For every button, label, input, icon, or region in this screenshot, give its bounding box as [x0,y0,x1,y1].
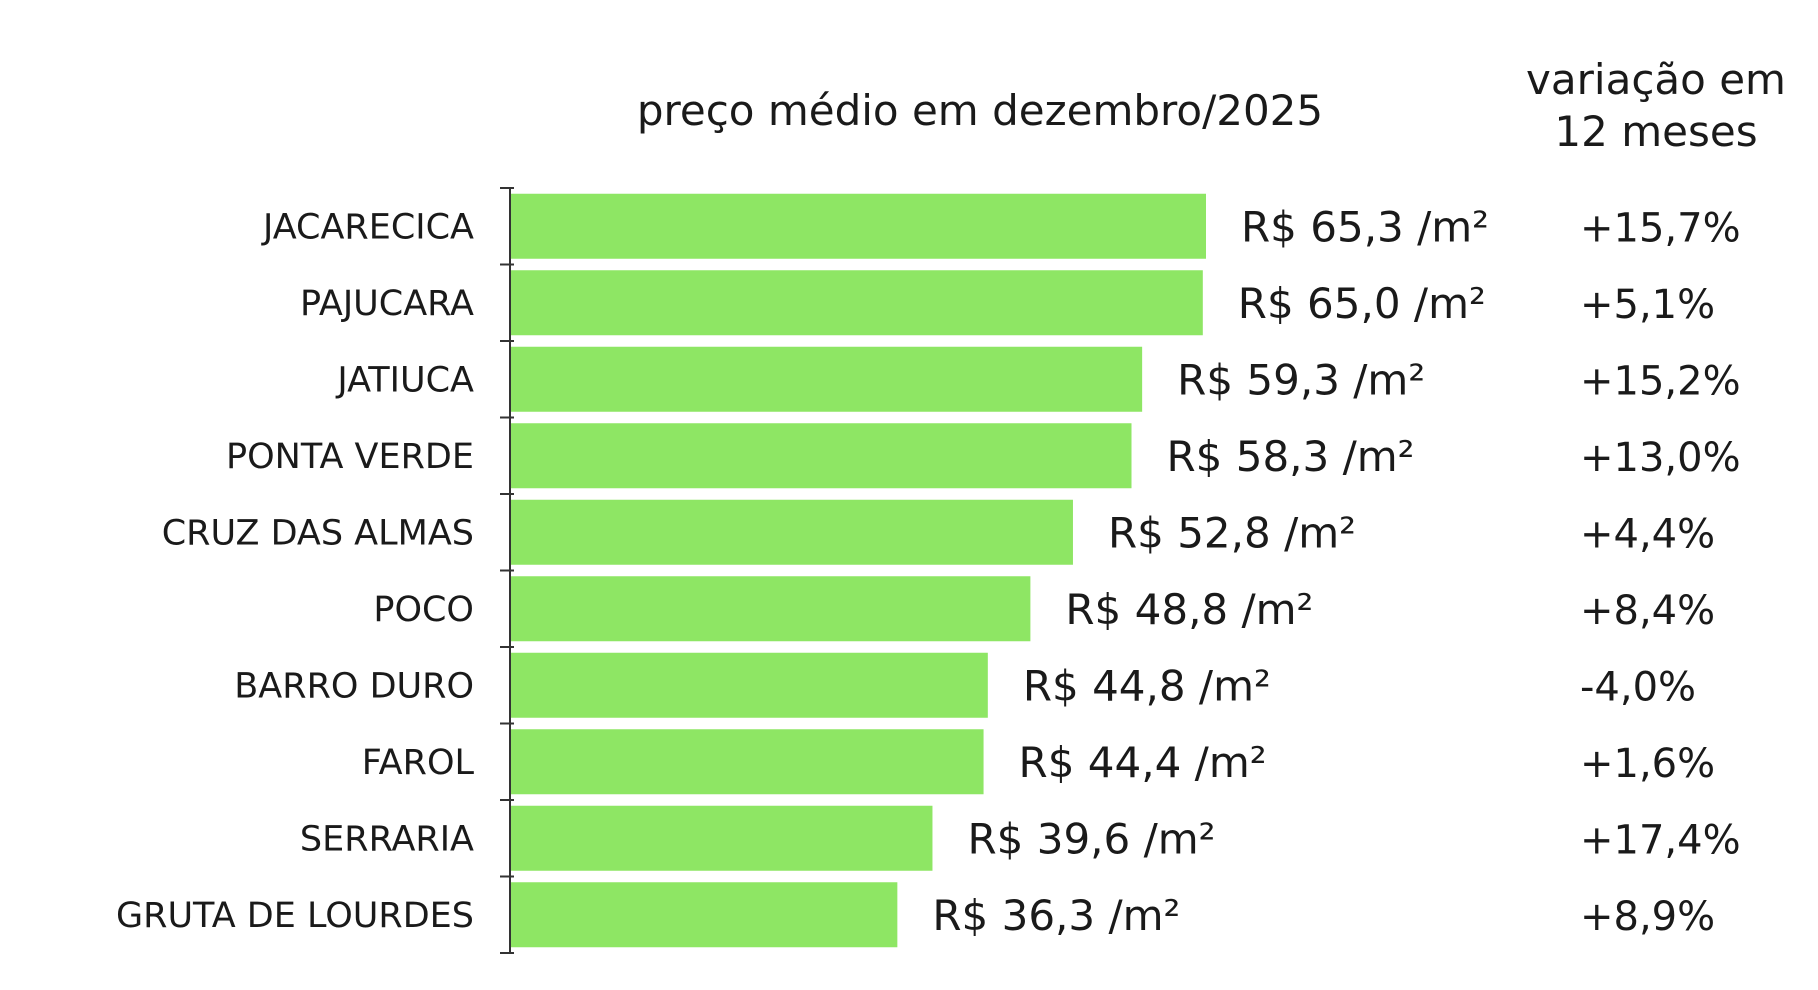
category-label-9: GRUTA DE LOURDES [116,896,474,936]
value-label-8: R$ 39,6 /m² [967,814,1215,863]
category-label-4: CRUZ DAS ALMAS [162,513,474,553]
change-header-line1: variação em [1526,55,1786,104]
category-labels: JACARECICA PAJUCARA JATIUCA PONTA VERDE CRUZ… [116,207,474,936]
bar-2 [511,346,1143,412]
category-label-1: PAJUCARA [300,284,474,324]
bar-5 [511,576,1031,642]
bar-3 [511,423,1132,489]
bar-4 [511,499,1073,565]
category-label-6: BARRO DURO [234,666,474,706]
value-label-9: R$ 36,3 /m² [932,891,1180,940]
bar-1 [511,270,1203,336]
value-label-0: R$ 65,3 /m² [1241,202,1489,251]
category-label-7: FAROL [362,743,475,783]
bar-0 [511,193,1206,259]
y-axis-ticks [500,187,514,954]
change-label-5: +8,4% [1580,588,1715,634]
category-label-0: JACARECICA [261,207,474,247]
change-label-4: +4,4% [1580,511,1715,557]
change-labels: +15,7% +5,1% +15,2% +13,0% +4,4% +8,4% -4,0% +1… [1580,205,1741,940]
bar-8 [511,805,933,871]
change-header-line2: 12 meses [1554,107,1757,156]
value-label-4: R$ 52,8 /m² [1108,508,1356,557]
value-labels: R$ 65,3 /m² R$ 65,0 /m² R$ 59,3 /m² R$ 58,3… [932,202,1489,940]
change-label-7: +1,6% [1580,741,1715,787]
value-label-2: R$ 59,3 /m² [1177,355,1425,404]
value-label-1: R$ 65,0 /m² [1238,279,1486,328]
change-label-8: +17,4% [1580,817,1741,863]
bar-6 [511,652,988,718]
category-label-3: PONTA VERDE [226,437,474,477]
chart-title: preço médio em dezembro/2025 [637,86,1323,135]
category-label-8: SERRARIA [300,819,474,859]
change-label-3: +13,0% [1580,435,1741,481]
value-label-6: R$ 44,8 /m² [1023,661,1271,710]
change-label-9: +8,9% [1580,894,1715,940]
bars [511,193,1206,948]
category-label-5: POCO [373,590,474,630]
change-label-6: -4,0% [1580,664,1696,710]
category-label-2: JATIUCA [335,360,474,400]
value-label-5: R$ 48,8 /m² [1065,585,1313,634]
value-label-3: R$ 58,3 /m² [1166,432,1414,481]
value-label-7: R$ 44,4 /m² [1019,738,1267,787]
change-label-1: +5,1% [1580,282,1715,328]
bar-7 [511,729,984,795]
bar-9 [511,882,898,948]
change-label-2: +15,2% [1580,358,1741,404]
change-label-0: +15,7% [1580,205,1741,251]
